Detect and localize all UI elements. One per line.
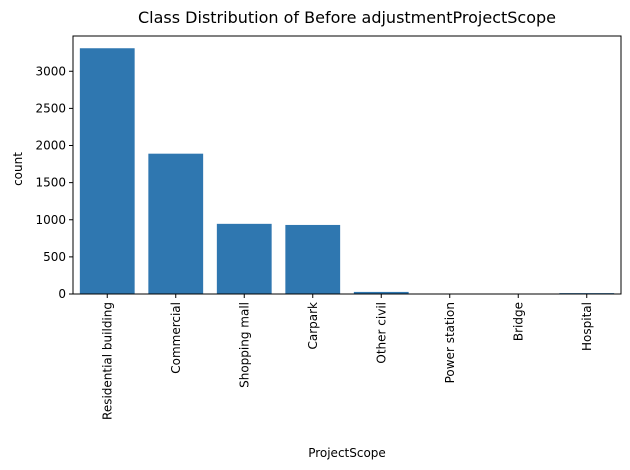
- x-tick-label: Hospital: [580, 302, 594, 351]
- x-tick-label: Other civil: [374, 302, 388, 364]
- x-axis-ticks: Residential building Commercial Shopping m…: [100, 294, 594, 420]
- plot-frame: [72, 35, 622, 295]
- x-tick-label: Power station: [443, 302, 457, 383]
- chart-title: Class Distribution of Before adjustmentP…: [138, 8, 556, 27]
- bar-carpark: [285, 224, 341, 294]
- bar-residential-building: [79, 48, 135, 294]
- y-tick-label: 500: [43, 250, 66, 264]
- x-axis-label: ProjectScope: [308, 446, 386, 460]
- y-tick-label: 3000: [35, 64, 66, 78]
- axes-frame: [72, 35, 622, 295]
- bar-other-civil: [353, 291, 409, 294]
- y-axis-label: count: [11, 152, 25, 186]
- bars-group: [79, 48, 615, 294]
- bar-shopping-mall: [216, 223, 272, 294]
- x-tick-label: Commercial: [169, 302, 183, 374]
- x-tick-label: Bridge: [511, 302, 525, 341]
- y-tick-label: 0: [58, 287, 66, 301]
- bar-commercial: [148, 153, 204, 294]
- y-axis-ticks: 0 500 1000 1500 2000 2500 3000: [35, 64, 73, 301]
- x-tick-label: Residential building: [100, 302, 114, 420]
- x-tick-label: Shopping mall: [237, 302, 251, 388]
- y-tick-label: 2000: [35, 139, 66, 153]
- x-tick-label: Carpark: [306, 302, 320, 350]
- y-tick-label: 1500: [35, 176, 66, 190]
- y-tick-label: 2500: [35, 101, 66, 115]
- y-tick-label: 1000: [35, 213, 66, 227]
